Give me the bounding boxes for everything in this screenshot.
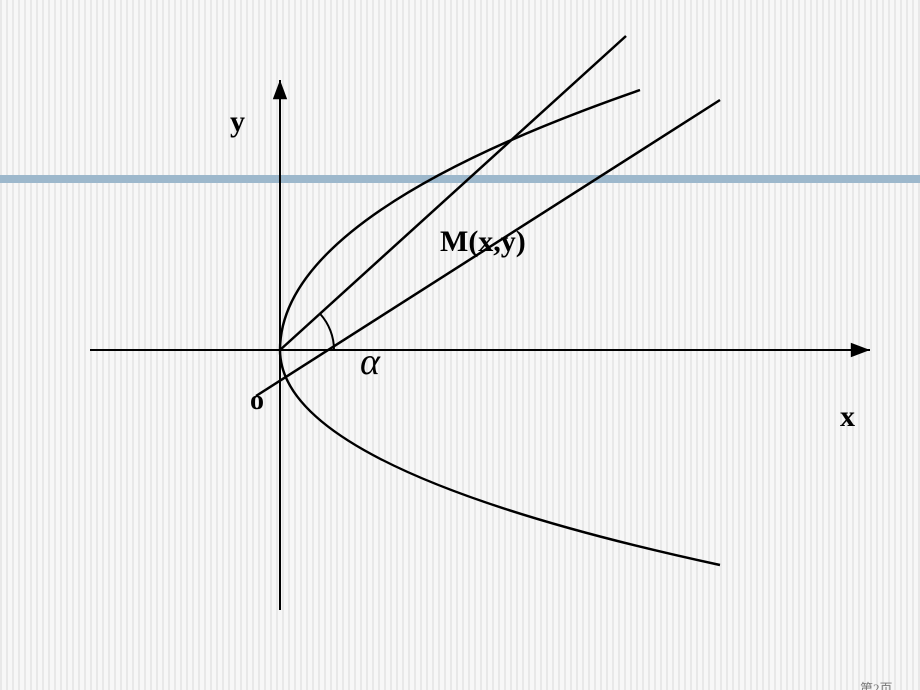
axis-label-x: x xyxy=(840,400,855,434)
point-label-m: M(x,y) xyxy=(440,225,526,259)
axis-label-y: y xyxy=(230,105,245,139)
page-number: 第2页 xyxy=(860,678,893,690)
slide: y x o M(x,y) α 第2页 xyxy=(0,0,920,690)
diagram-svg xyxy=(0,0,920,690)
angle-label-alpha: α xyxy=(360,340,380,384)
origin-label: o xyxy=(250,385,264,417)
